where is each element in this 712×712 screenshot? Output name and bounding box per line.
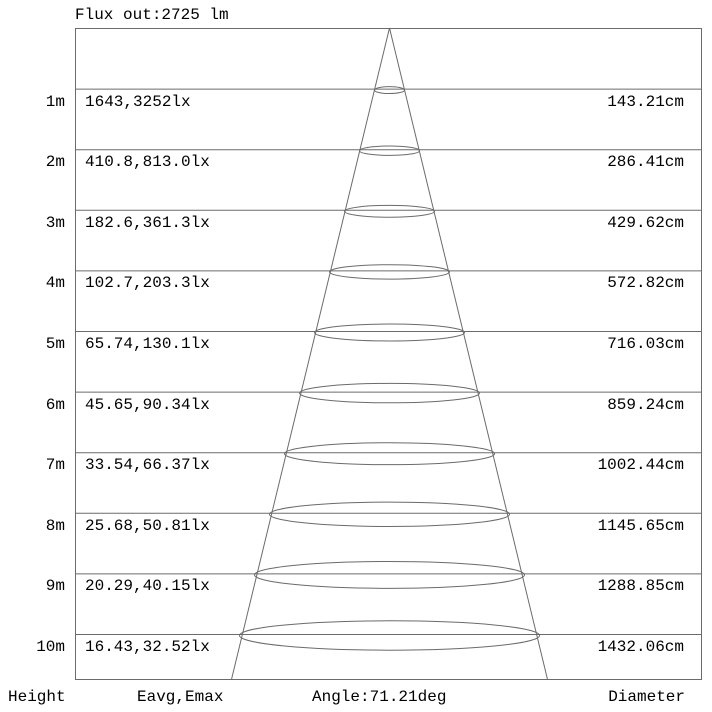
beam-ellipse [344, 204, 435, 218]
height-label: 7m [45, 456, 65, 475]
cone-left-edge [231, 27, 390, 680]
beam-ellipse [254, 560, 525, 589]
eavg-emax-value: 33.54,66.37lx [85, 456, 210, 475]
height-label: 1m [45, 92, 65, 111]
beam-ellipse [239, 620, 540, 651]
height-label: 5m [45, 335, 65, 353]
diameter-value: 1145.65cm [597, 516, 684, 535]
height-label: 2m [45, 153, 65, 172]
beam-ellipse [299, 382, 480, 404]
eavg-emax-value: 1643,3252lx [85, 92, 191, 111]
height-label: 8m [45, 516, 65, 535]
diameter-value: 1288.85cm [597, 577, 684, 596]
beam-ellipse [314, 323, 465, 342]
eavg-emax-value: 65.74,130.1lx [85, 335, 210, 353]
beam-ellipse [359, 145, 420, 156]
footer-beam-angle-label: Angle:71.21deg [312, 688, 447, 706]
beam-ellipse [329, 264, 450, 280]
footer-eavg-emax-label: Eavg,Emax [137, 688, 224, 706]
height-label: 6m [45, 395, 65, 414]
eavg-emax-value: 102.7,203.3lx [85, 274, 210, 293]
eavg-emax-value: 410.8,813.0lx [85, 153, 210, 172]
diameter-value: 429.62cm [607, 213, 684, 232]
cone-right-edge [389, 27, 548, 680]
height-label: 3m [45, 213, 65, 232]
eavg-emax-value: 16.43,32.52lx [85, 638, 210, 656]
eavg-emax-value: 182.6,361.3lx [85, 213, 210, 232]
diameter-value: 143.21cm [607, 92, 684, 111]
chart-border [75, 28, 702, 680]
diameter-value: 572.82cm [607, 274, 684, 293]
flux-output-title: Flux out:2725 lm [75, 6, 229, 24]
height-label: 4m [45, 274, 65, 293]
beam-ellipse [269, 501, 510, 527]
diameter-value: 286.41cm [607, 153, 684, 172]
eavg-emax-value: 45.65,90.34lx [85, 395, 210, 414]
diameter-value: 716.03cm [607, 335, 684, 353]
eavg-emax-value: 25.68,50.81lx [85, 516, 210, 535]
beam-ellipse [284, 442, 495, 466]
diameter-value: 1002.44cm [597, 456, 684, 475]
footer-height-label: Height [8, 688, 66, 706]
eavg-emax-value: 20.29,40.15lx [85, 577, 210, 596]
diameter-value: 859.24cm [607, 395, 684, 414]
height-label: 10m [36, 638, 65, 656]
diameter-value: 1432.06cm [597, 638, 684, 656]
height-label: 9m [45, 577, 65, 596]
footer-diameter-label: Diameter [608, 688, 685, 706]
beam-ellipse [374, 86, 405, 95]
